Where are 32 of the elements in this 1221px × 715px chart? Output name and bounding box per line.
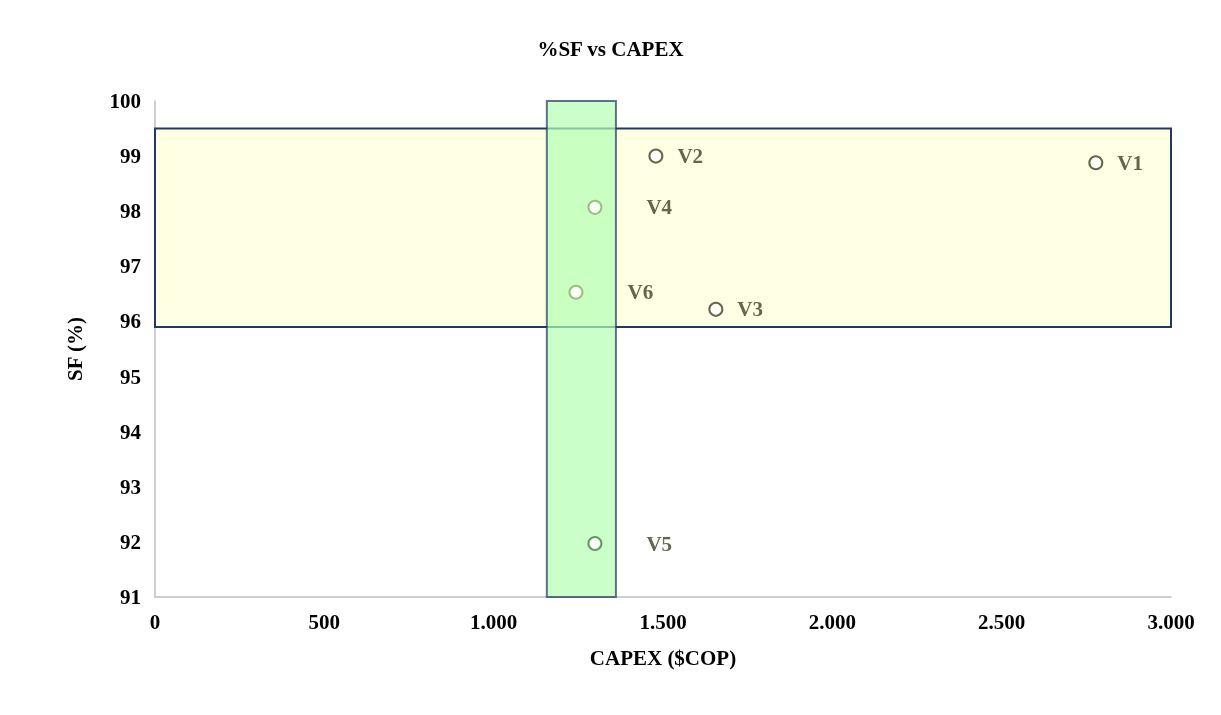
y-tick-label: 91 bbox=[120, 585, 141, 609]
x-tick-label: 2.000 bbox=[808, 609, 856, 634]
x-tick-label: 500 bbox=[308, 609, 341, 634]
point bbox=[1088, 155, 1104, 171]
x-tick-label: 3.000 bbox=[1147, 609, 1195, 634]
text: V6 bbox=[627, 280, 654, 305]
y-tick-label: 97 bbox=[120, 254, 141, 279]
series-label: V1 bbox=[1117, 150, 1143, 175]
x-axis-title: CAPEX ($COP) bbox=[589, 645, 737, 670]
y-tick-label: 94 bbox=[120, 419, 142, 444]
series-label: V2 bbox=[677, 144, 704, 169]
series-label: V3 bbox=[737, 297, 763, 322]
y-tick-label: 95 bbox=[120, 364, 141, 389]
x-tick-label: 2.500 bbox=[978, 609, 1026, 634]
point bbox=[648, 148, 664, 164]
text: V5 bbox=[646, 531, 673, 556]
chart-title: %SF vs CAPEX bbox=[537, 36, 684, 61]
x-tick-label: 1.000 bbox=[470, 609, 518, 634]
y-tick-label: 98 bbox=[120, 199, 141, 224]
point bbox=[708, 301, 724, 317]
y-axis-title: SF (%) bbox=[62, 317, 87, 381]
x-tick-label: 0 bbox=[149, 609, 161, 634]
y-tick-label: 99 bbox=[120, 144, 141, 169]
y-tick-label: 92 bbox=[120, 529, 141, 554]
point bbox=[587, 536, 603, 552]
text: V4 bbox=[646, 195, 673, 220]
y-tick-label: 96 bbox=[120, 309, 141, 334]
x-tick-label: 1.500 bbox=[639, 609, 687, 634]
y-tick-label: 100 bbox=[109, 89, 141, 113]
y-tick-label: 93 bbox=[120, 474, 141, 499]
point bbox=[587, 199, 603, 215]
point bbox=[568, 284, 584, 300]
